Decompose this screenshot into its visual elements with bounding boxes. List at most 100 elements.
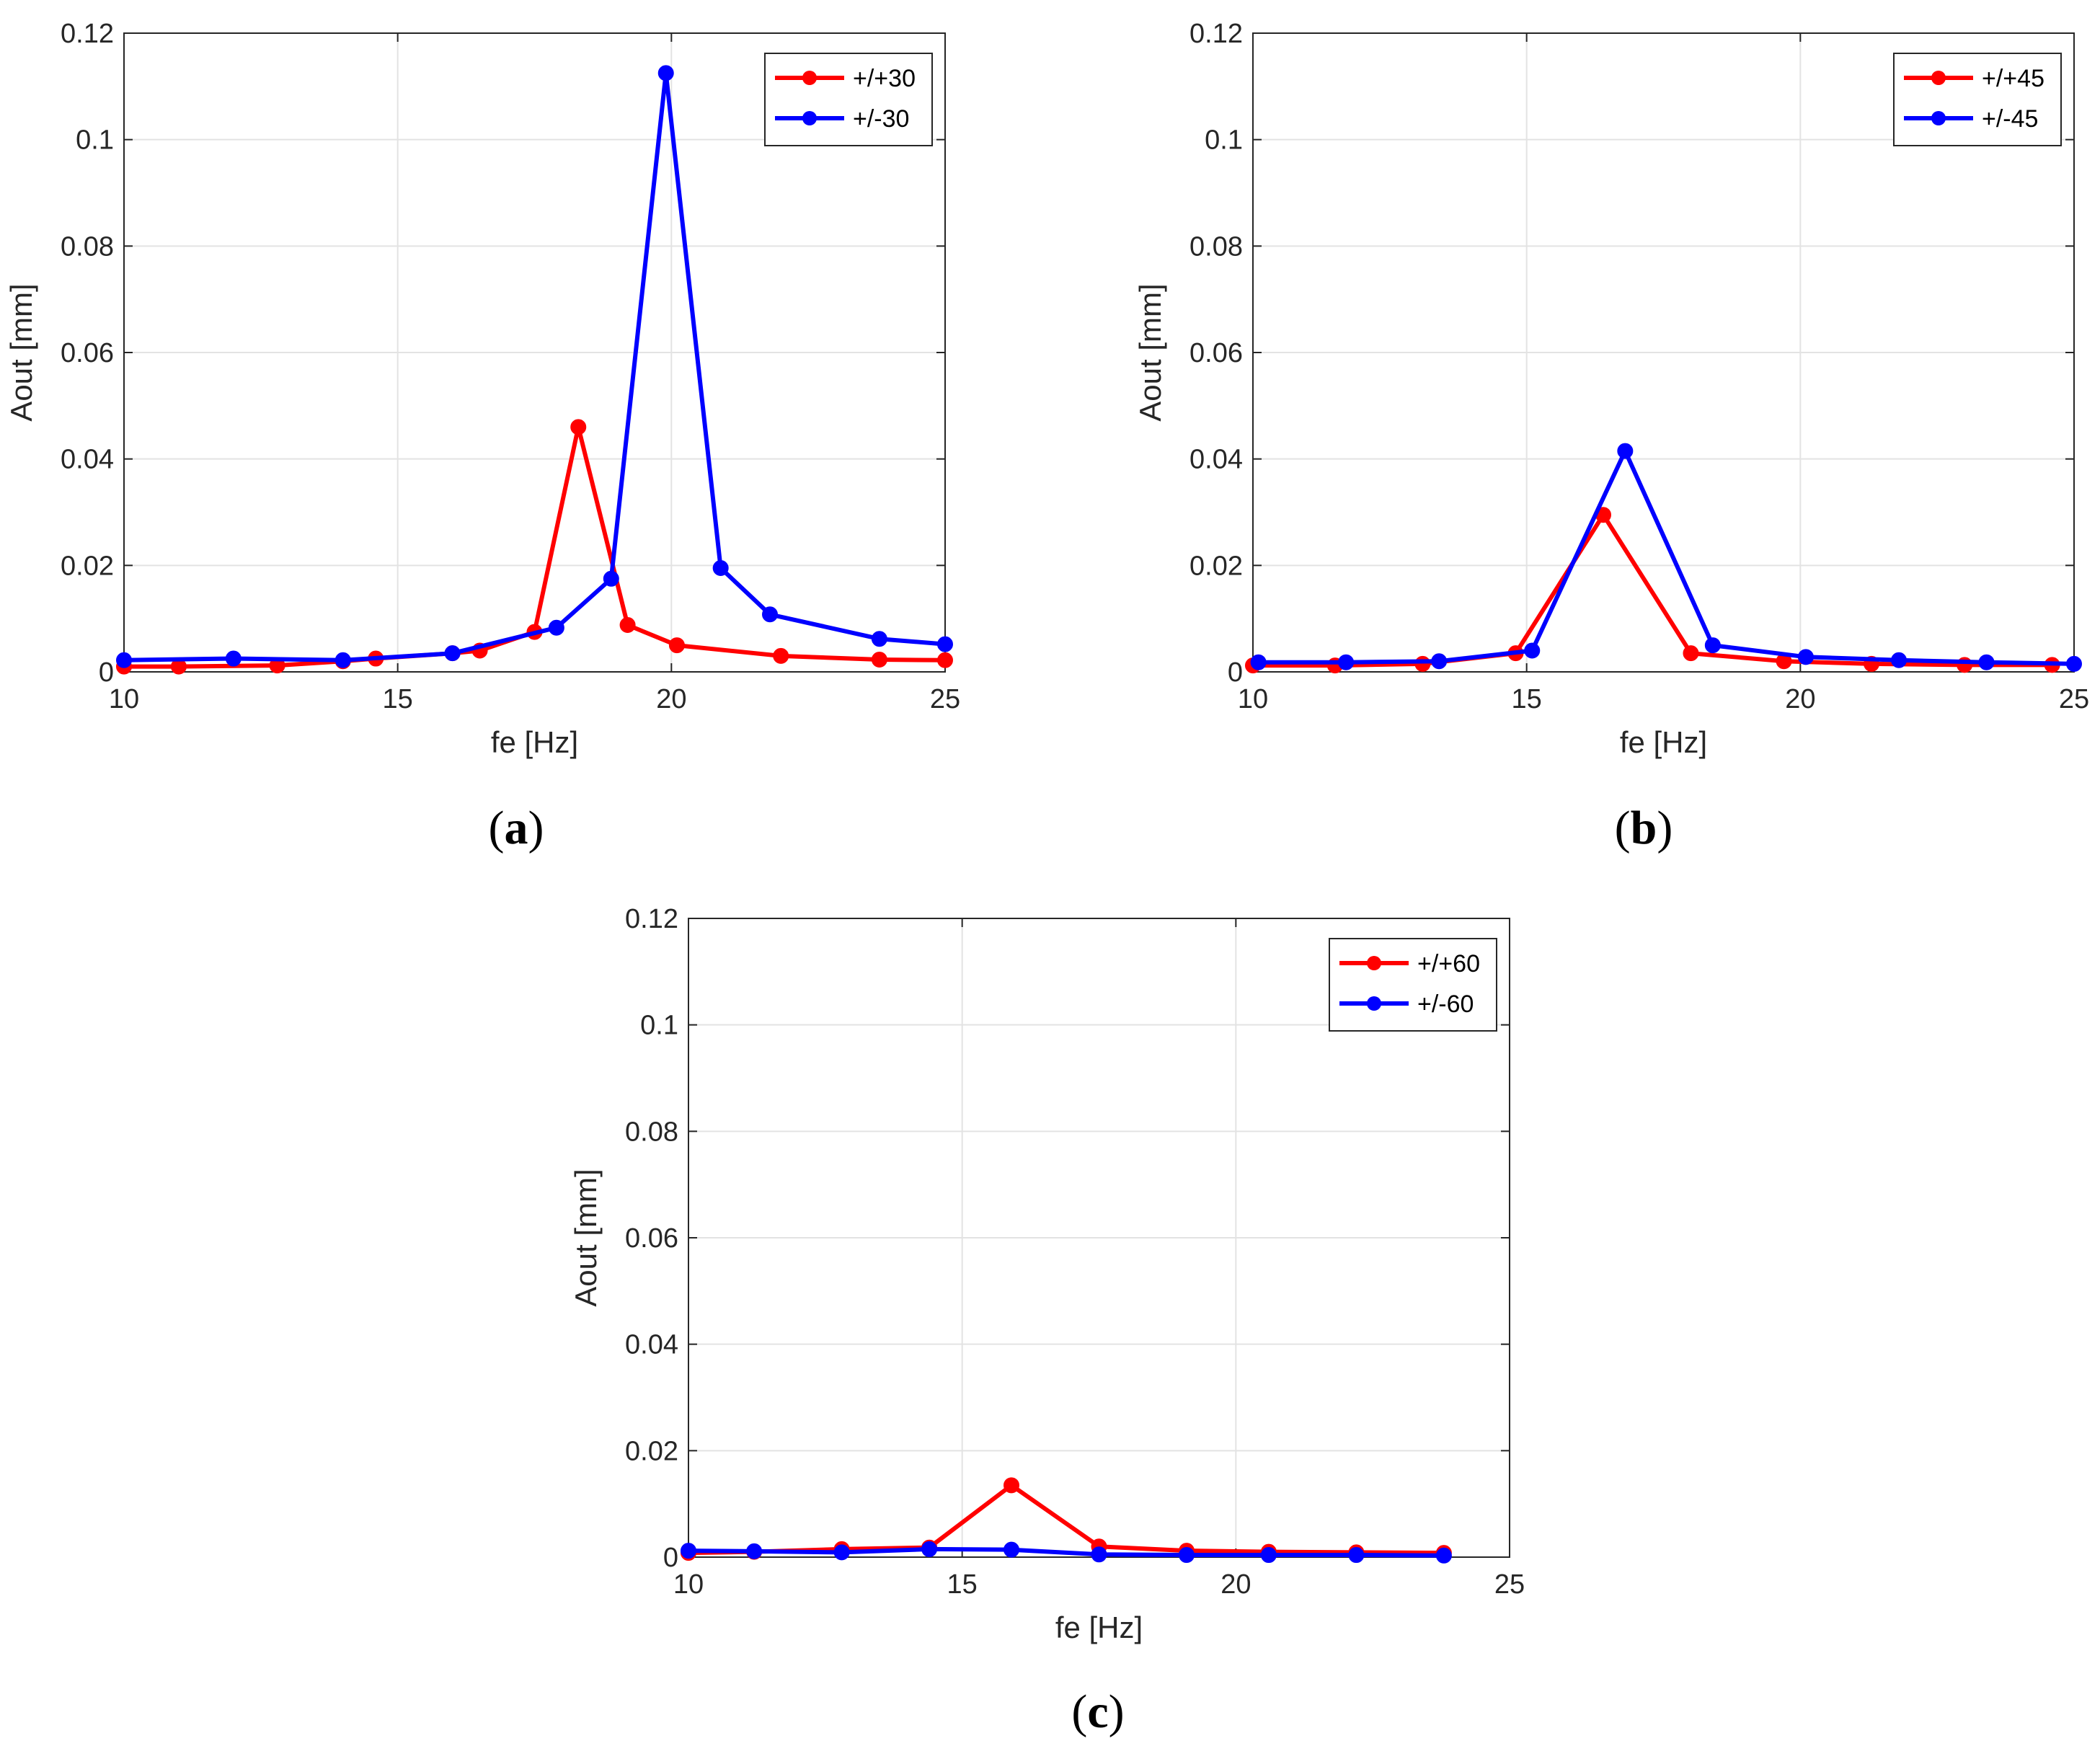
data-point [1414,655,1431,672]
y-tick-label: 0 [99,657,114,688]
y-tick-label: 0.1 [76,125,114,156]
x-axis-label: fe [Hz] [1620,725,1707,759]
x-tick-label: 25 [930,684,960,714]
x-axis-label: fe [Hz] [1055,1610,1143,1644]
series-line-+/-45 [1258,448,2075,666]
legend-marker [1931,71,1946,85]
x-tick-label: 15 [1512,684,1542,714]
legend-marker [1367,956,1381,970]
data-point [871,631,887,647]
data-point [1524,642,1541,659]
y-tick-label: 0.1 [640,1011,678,1041]
data-point [712,560,729,577]
y-tick-label: 0.1 [1205,125,1243,156]
x-tick-label: 10 [109,684,139,714]
x-tick-label: 20 [1220,1569,1251,1600]
y-tick-label: 0 [1228,657,1243,688]
data-point [548,619,564,636]
legend-marker [1931,111,1946,125]
data-point [762,606,779,623]
legend-label: +/+60 [1417,950,1480,978]
data-point [1797,649,1814,665]
y-axis-label: Aout [mm] [1133,283,1167,421]
y-tick-label: 0.02 [1189,551,1243,581]
x-tick-label: 20 [656,684,686,714]
y-tick-label: 0.06 [1189,338,1243,368]
x-axis-label: fe [Hz] [491,725,578,759]
x-tick-label: 25 [2059,684,2089,714]
x-tick-label: 15 [383,684,413,714]
legend-box [1893,53,2062,146]
y-tick-label: 0.04 [1189,445,1243,475]
data-point [1004,1477,1020,1494]
data-point [1683,645,1699,662]
data-point [619,617,636,634]
data-point [1348,1547,1365,1564]
legend-box [1329,938,1497,1032]
data-point [225,650,242,667]
data-point [1091,1546,1107,1563]
panel-label: (a) [489,802,544,854]
data-point [937,652,953,668]
chart-panel-c: 10 15 20 25 0 0.02 0.04 0.06 0.08 0.1 0.12 fe [Hz] A… [569,904,1525,1738]
legend-label: +/-60 [1417,991,1474,1018]
series-line-+/-60 [688,1546,1444,1558]
data-point [1260,1547,1277,1564]
legend-label: +/-45 [1982,105,2038,133]
data-point [1704,637,1721,654]
panel-label: (c) [1071,1685,1124,1738]
y-tick-label: 0.12 [625,904,678,934]
data-point [921,1541,938,1557]
y-tick-label: 0.12 [61,19,114,49]
y-axis-label: Aout [mm] [4,283,38,421]
y-tick-label: 0.08 [1189,231,1243,262]
x-tick-label: 10 [1238,684,1268,714]
y-tick-label: 0.06 [625,1223,678,1254]
legend-marker [802,71,817,85]
panel-label: (b) [1615,802,1673,854]
data-point [681,1543,696,1559]
data-point [1250,654,1267,670]
legend-label: +/+45 [1982,65,2044,92]
data-point [1435,1547,1452,1564]
data-point [746,1543,763,1559]
data-point [1004,1541,1020,1558]
data-point [335,652,351,668]
data-point [657,65,674,81]
legend-box [764,53,933,146]
data-point [1338,654,1355,670]
legend-marker [802,111,817,125]
data-point [871,652,887,668]
data-point [1891,652,1908,668]
y-tick-label: 0.12 [1189,19,1243,49]
y-tick-label: 0.02 [625,1436,678,1466]
series-line-+/+45 [1253,513,2052,668]
data-point [773,647,789,664]
y-tick-label: 0.06 [61,338,114,368]
y-tick-label: 0.02 [61,551,114,581]
chart-panel-a: 10 15 20 25 0 0.02 0.04 0.06 0.08 0.1 0.12 fe [Hz] A… [4,19,960,854]
y-tick-label: 0 [663,1543,678,1573]
data-point [937,636,953,652]
x-tick-label: 10 [673,1569,704,1600]
legend-marker [1367,996,1381,1011]
y-axis-label: Aout [mm] [569,1169,603,1306]
data-point [1431,653,1448,670]
data-point [1617,443,1634,459]
data-point [1978,654,1995,670]
x-tick-label: 20 [1785,684,1815,714]
chart-panel-b: 10 15 20 25 0 0.02 0.04 0.06 0.08 0.1 0.12 fe [Hz] A… [1133,19,2089,854]
legend-label: +/-30 [853,105,909,133]
x-tick-label: 25 [1494,1569,1525,1600]
data-point [1178,1547,1195,1564]
data-point [116,652,132,668]
x-tick-label: 15 [947,1569,978,1600]
data-point [833,1544,850,1561]
y-tick-label: 0.08 [625,1117,678,1147]
data-point [668,637,685,654]
y-tick-label: 0.04 [61,445,114,475]
y-tick-label: 0.04 [625,1330,678,1360]
legend-label: +/+30 [853,65,916,92]
data-point [603,570,619,587]
